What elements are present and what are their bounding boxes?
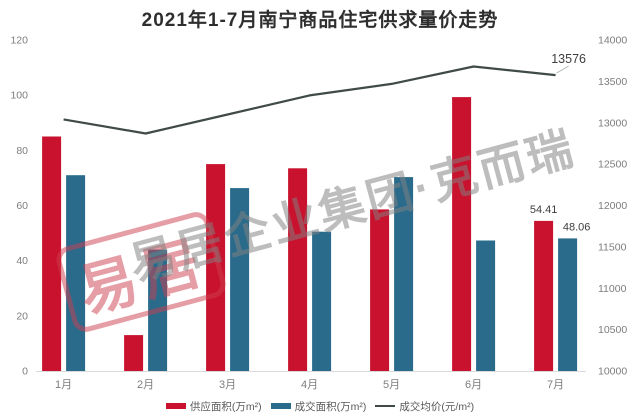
deal-bar-3月 xyxy=(230,188,250,371)
deal-bar-2月 xyxy=(148,249,168,371)
right-axis-tick: 10000 xyxy=(598,366,627,378)
right-axis-tick: 13500 xyxy=(598,76,627,88)
right-axis-tick: 10500 xyxy=(598,324,627,336)
chart-title: 2021年1-7月南宁商品住宅供求量价走势 xyxy=(141,10,499,31)
x-axis-label-1月: 1月 xyxy=(55,379,72,391)
price-label-leader xyxy=(556,65,569,74)
x-axis-label-2月: 2月 xyxy=(137,379,154,391)
price-legend-label: 成交均价(元/m²) xyxy=(399,400,475,413)
price-line xyxy=(63,65,556,135)
supply-bar-6月 xyxy=(452,97,472,371)
supply-bar-5月 xyxy=(370,209,390,371)
left-axis-tick: 120 xyxy=(10,35,28,47)
x-axis-label-5月: 5月 xyxy=(383,379,400,391)
price-value-label: 13576 xyxy=(551,52,586,66)
deal-legend-swatch xyxy=(270,403,291,409)
deal-bar-6月 xyxy=(476,240,496,371)
right-axis-tick: 12500 xyxy=(598,159,627,171)
legend-item-supply-area: 供应面积(万m²) xyxy=(165,399,262,414)
supply-bar-7月 xyxy=(534,220,554,371)
left-axis-tick: 20 xyxy=(16,310,28,322)
supply-bar-4月 xyxy=(288,168,308,371)
left-axis-tick: 100 xyxy=(10,90,28,102)
deal-bar-7月 xyxy=(558,238,578,371)
chart-legend: 供应面积(万m²) 成交面积(万m²) 成交均价(元/m²) xyxy=(0,399,640,413)
left-axis-tick: 40 xyxy=(16,255,28,267)
left-axis-tick: 0 xyxy=(22,366,28,378)
supply-legend-swatch xyxy=(165,403,186,409)
supply-value-label: 54.41 xyxy=(530,204,558,216)
legend-item-avg-price: 成交均价(元/m²) xyxy=(375,399,474,414)
right-axis-tick: 11000 xyxy=(598,283,627,295)
right-axis-tick: 13000 xyxy=(598,117,627,129)
deal-bar-1月 xyxy=(66,175,86,371)
x-axis-label-3月: 3月 xyxy=(219,379,236,391)
deal-bar-5月 xyxy=(394,177,414,371)
left-axis-tick: 60 xyxy=(16,200,28,212)
supply-bar-2月 xyxy=(124,335,144,371)
price-legend-swatch xyxy=(375,405,396,407)
deal-legend-label: 成交面积(万m²) xyxy=(294,400,367,413)
left-axis-tick: 80 xyxy=(16,145,28,157)
right-axis-tick: 11500 xyxy=(598,241,627,253)
supply-legend-label: 供应面积(万m²) xyxy=(189,400,262,413)
right-axis-tick: 14000 xyxy=(598,35,627,47)
x-axis-label-7月: 7月 xyxy=(547,379,564,391)
supply-bar-3月 xyxy=(206,164,226,371)
deal-bar-4月 xyxy=(312,231,332,371)
legend-item-deal-area: 成交面积(万m²) xyxy=(270,399,367,414)
x-axis-label-6月: 6月 xyxy=(465,379,482,391)
supply-bar-1月 xyxy=(42,136,62,371)
x-axis-label-4月: 4月 xyxy=(301,379,318,391)
right-axis-tick: 12000 xyxy=(598,200,627,212)
deal-value-label: 48.06 xyxy=(563,221,591,233)
